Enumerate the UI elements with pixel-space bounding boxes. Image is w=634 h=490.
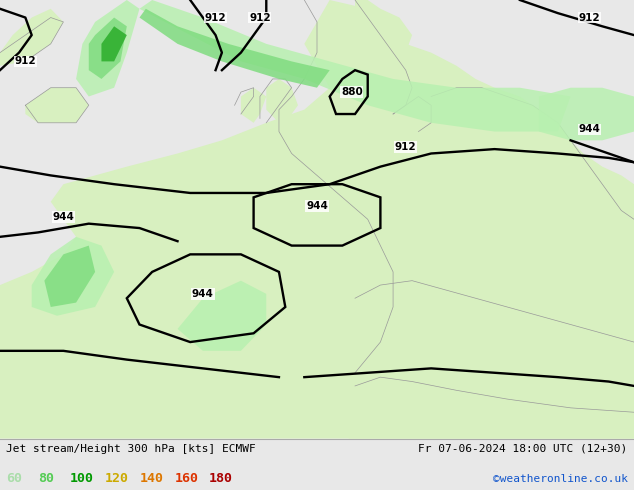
- Polygon shape: [178, 281, 266, 351]
- Text: 944: 944: [53, 212, 74, 222]
- Polygon shape: [266, 79, 298, 123]
- Polygon shape: [539, 88, 634, 140]
- Text: Jet stream/Height 300 hPa [kts] ECMWF: Jet stream/Height 300 hPa [kts] ECMWF: [6, 444, 256, 454]
- Polygon shape: [25, 88, 89, 123]
- Polygon shape: [32, 237, 114, 316]
- Text: 100: 100: [70, 472, 94, 485]
- Text: 912: 912: [579, 13, 600, 23]
- Polygon shape: [0, 0, 634, 439]
- Text: 880: 880: [341, 87, 363, 97]
- Text: 912: 912: [15, 56, 36, 67]
- Text: 160: 160: [174, 472, 198, 485]
- Polygon shape: [368, 298, 469, 373]
- Polygon shape: [139, 0, 571, 132]
- Polygon shape: [76, 0, 139, 97]
- Polygon shape: [241, 88, 266, 123]
- Polygon shape: [355, 0, 412, 61]
- Polygon shape: [0, 9, 63, 66]
- Text: Fr 07-06-2024 18:00 UTC (12+30): Fr 07-06-2024 18:00 UTC (12+30): [418, 444, 628, 454]
- Text: 944: 944: [306, 201, 328, 211]
- Text: 80: 80: [38, 472, 54, 485]
- Text: 120: 120: [105, 472, 129, 485]
- Text: 944: 944: [579, 124, 600, 134]
- Text: 180: 180: [209, 472, 233, 485]
- Polygon shape: [44, 245, 95, 307]
- Text: 912: 912: [205, 13, 226, 23]
- Polygon shape: [139, 9, 330, 88]
- Text: 60: 60: [6, 472, 22, 485]
- Text: 912: 912: [395, 142, 417, 152]
- Text: 944: 944: [192, 289, 214, 299]
- Text: 912: 912: [249, 13, 271, 23]
- Text: 140: 140: [139, 472, 164, 485]
- Polygon shape: [349, 386, 634, 439]
- Polygon shape: [101, 26, 127, 61]
- Polygon shape: [89, 18, 127, 79]
- Text: ©weatheronline.co.uk: ©weatheronline.co.uk: [493, 474, 628, 484]
